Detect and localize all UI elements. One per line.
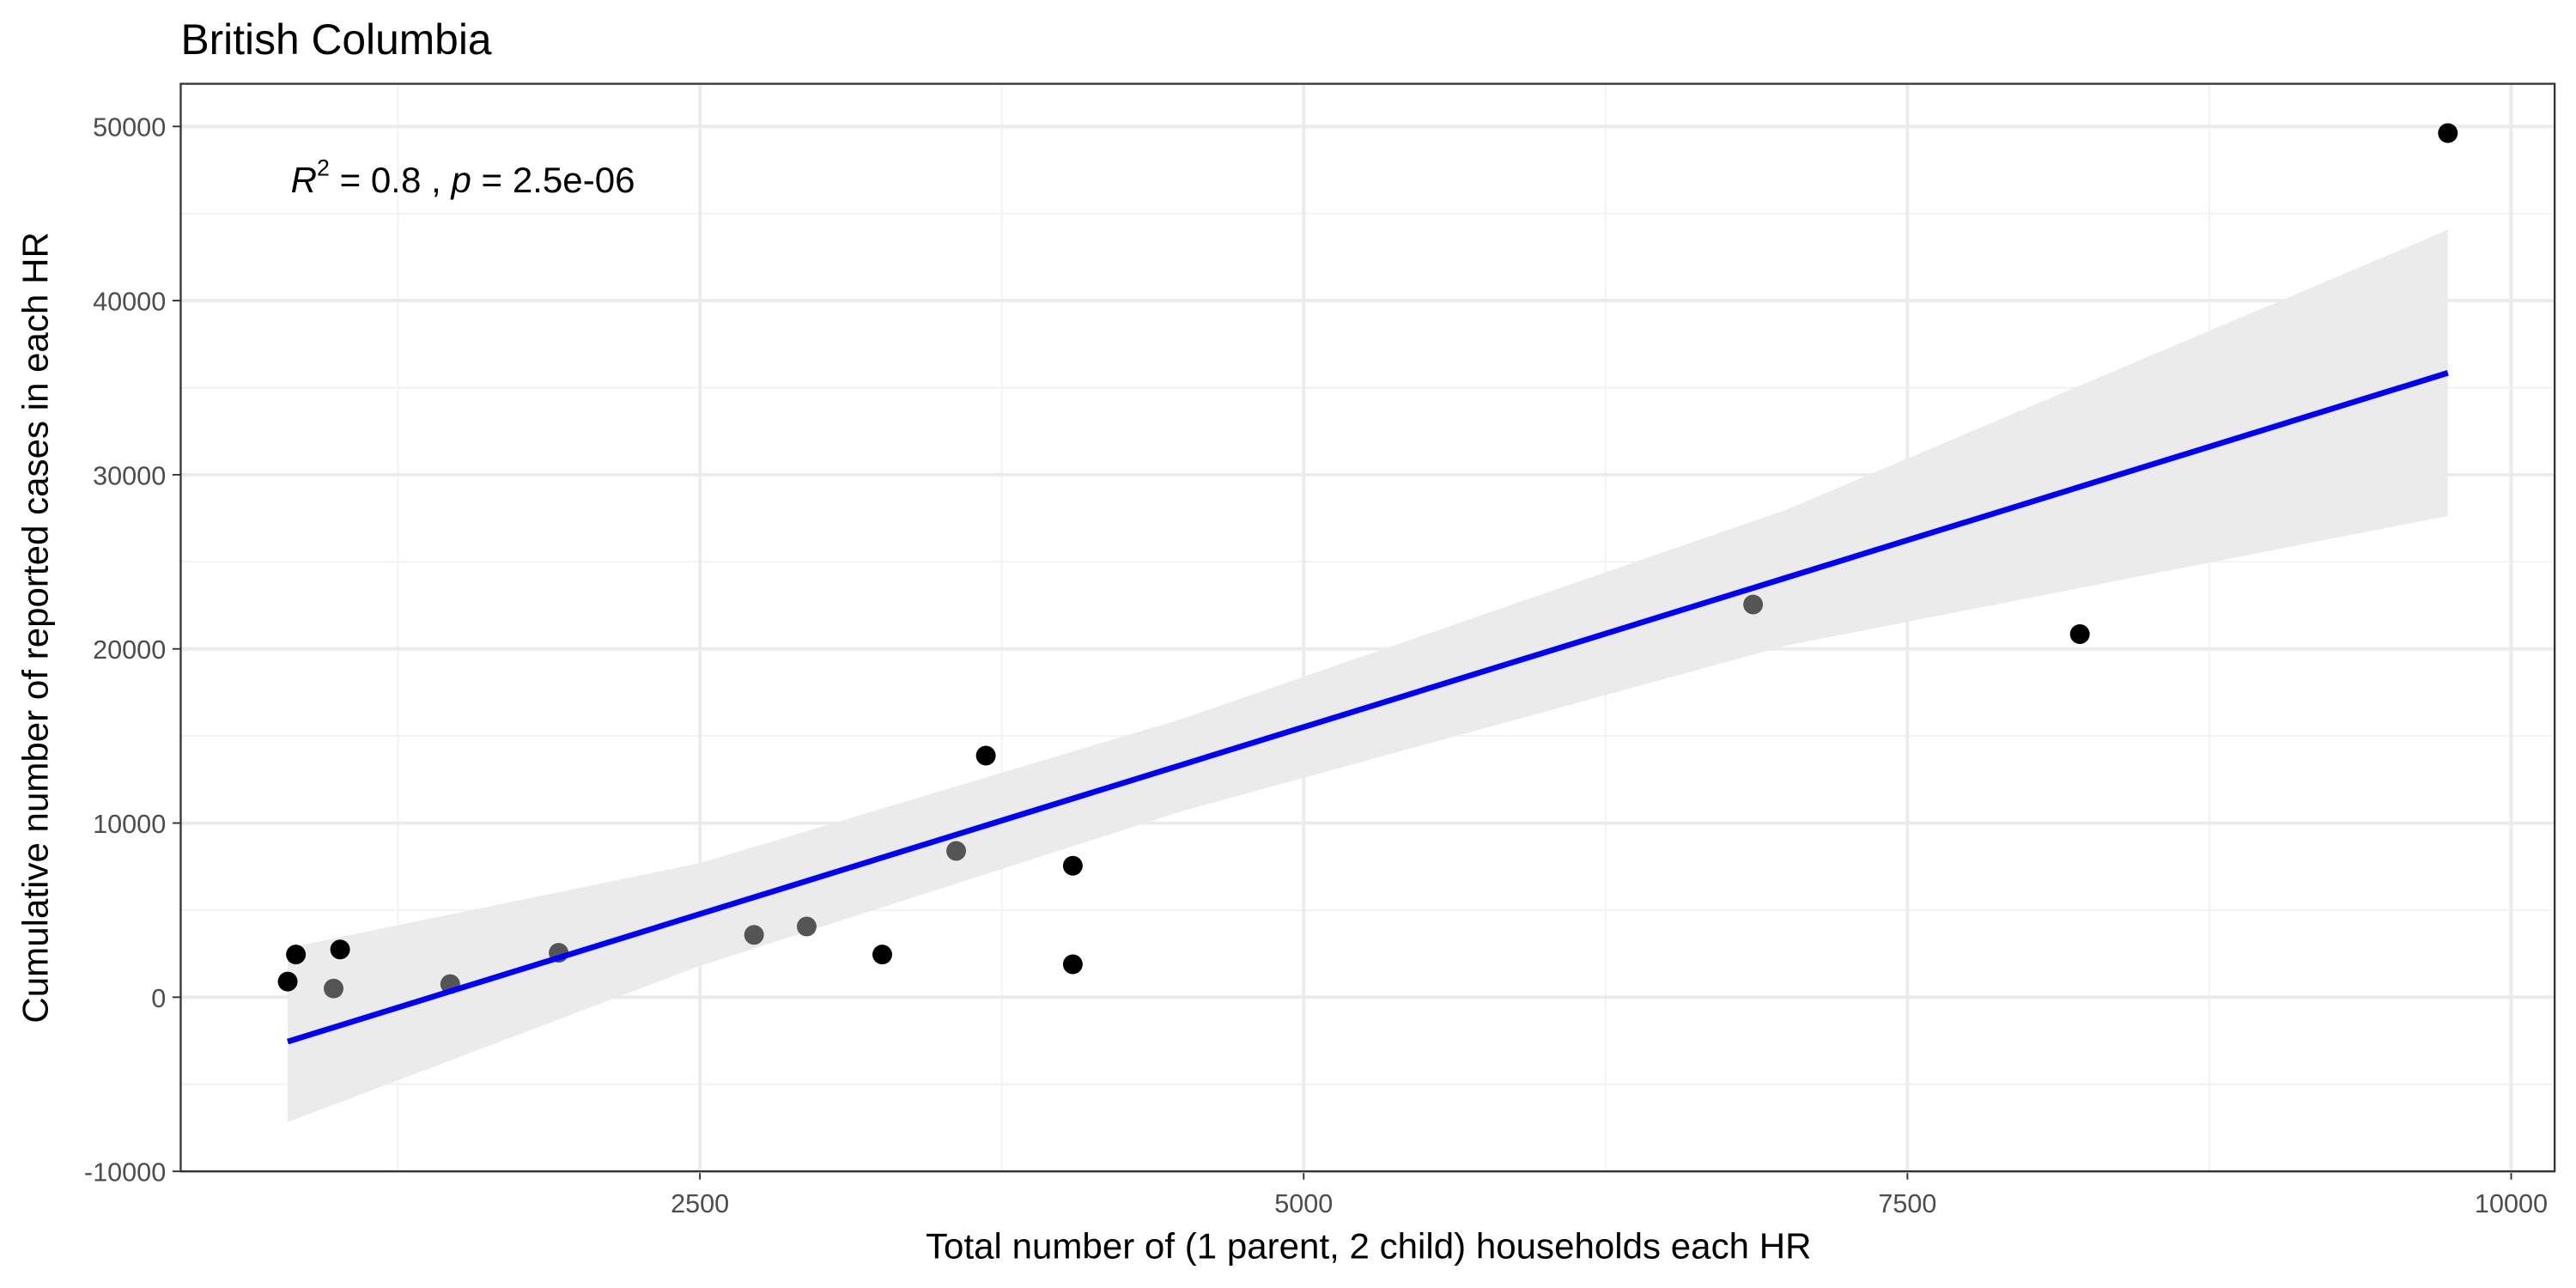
regression-line xyxy=(287,370,2449,1045)
y-tick-label: 40000 xyxy=(93,288,166,317)
x-tick-label: 2500 xyxy=(671,1189,729,1218)
annotation-part: R xyxy=(291,160,317,200)
y-tick-label: 30000 xyxy=(93,461,166,490)
point xyxy=(324,978,343,999)
x-tick-label: 5000 xyxy=(1274,1189,1333,1218)
point xyxy=(1062,855,1083,876)
y-tick-label: -10000 xyxy=(84,1158,166,1188)
annotation-part: = 0.8 , xyxy=(330,160,452,200)
point xyxy=(2069,623,2090,644)
annotation-part: = 2.5e-06 xyxy=(471,160,635,200)
y-tick-label: 10000 xyxy=(93,810,166,839)
point xyxy=(975,745,996,766)
y-axis-label: Cumulative number of reported cases in e… xyxy=(15,232,55,1023)
point xyxy=(872,945,892,965)
point xyxy=(744,925,764,945)
x-axis-label: Total number of (1 parent, 2 child) hous… xyxy=(926,1226,1811,1267)
point xyxy=(330,939,350,960)
chart-title: British Columbia xyxy=(180,15,491,64)
point xyxy=(286,945,307,965)
confidence-band xyxy=(288,229,2448,1122)
y-tick-label: 0 xyxy=(151,984,166,1013)
annotation: R2 = 0.8 , p = 2.5e-06 xyxy=(291,155,635,200)
point xyxy=(277,971,298,992)
point xyxy=(1062,954,1083,975)
point xyxy=(946,841,967,861)
annotation-part: p xyxy=(449,160,471,200)
panel-border xyxy=(179,82,2556,1173)
point xyxy=(1743,594,1764,615)
point xyxy=(796,916,817,937)
x-tick-label: 10000 xyxy=(2475,1189,2548,1218)
annotation-part: 2 xyxy=(317,155,330,181)
y-tick-label: 20000 xyxy=(93,635,166,665)
x-tick-label: 7500 xyxy=(1878,1189,1936,1218)
y-tick-label: 50000 xyxy=(93,113,166,143)
point xyxy=(2438,123,2458,143)
